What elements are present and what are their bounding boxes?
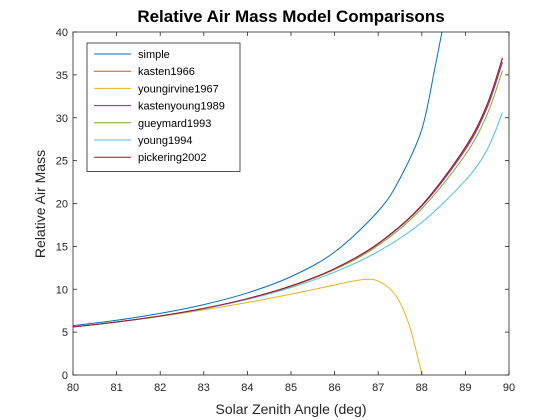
x-tick-label: 90	[503, 382, 515, 394]
legend-label-simple: simple	[138, 49, 170, 61]
x-tick-label: 88	[416, 382, 428, 394]
x-tick-label: 81	[110, 382, 122, 394]
y-tick-label: 20	[56, 199, 68, 211]
y-tick-label: 10	[56, 284, 68, 296]
chart-title: Relative Air Mass Model Comparisons	[137, 7, 444, 26]
y-tick-label: 5	[62, 327, 68, 339]
x-tick-label: 87	[372, 382, 384, 394]
legend-label-young1994: young1994	[138, 135, 192, 147]
legend-label-youngirvine1967: youngirvine1967	[138, 83, 219, 95]
legend-label-kasten1966: kasten1966	[138, 66, 195, 78]
y-tick-label: 0	[62, 370, 68, 382]
x-tick-label: 80	[67, 382, 79, 394]
y-tick-label: 35	[56, 70, 68, 82]
legend-label-gueymard1993: gueymard1993	[138, 118, 211, 130]
x-tick-label: 86	[328, 382, 340, 394]
x-axis-label: Solar Zenith Angle (deg)	[216, 401, 367, 417]
y-tick-label: 40	[56, 27, 68, 39]
y-tick-label: 25	[56, 156, 68, 168]
y-axis-label: Relative Air Mass	[32, 150, 48, 258]
x-tick-label: 89	[459, 382, 471, 394]
x-tick-label: 85	[285, 382, 297, 394]
y-tick-label: 30	[56, 113, 68, 125]
legend: simple kasten1966 youngirvine1967 kastenyou…	[87, 43, 240, 171]
x-tick-label: 82	[154, 382, 166, 394]
legend-label-kastenyoung1989: kastenyoung1989	[138, 101, 225, 113]
x-tick-label: 84	[241, 382, 253, 394]
legend-label-pickering2002: pickering2002	[138, 152, 207, 164]
y-tick-label: 15	[56, 241, 68, 253]
x-tick-label: 83	[198, 382, 210, 394]
